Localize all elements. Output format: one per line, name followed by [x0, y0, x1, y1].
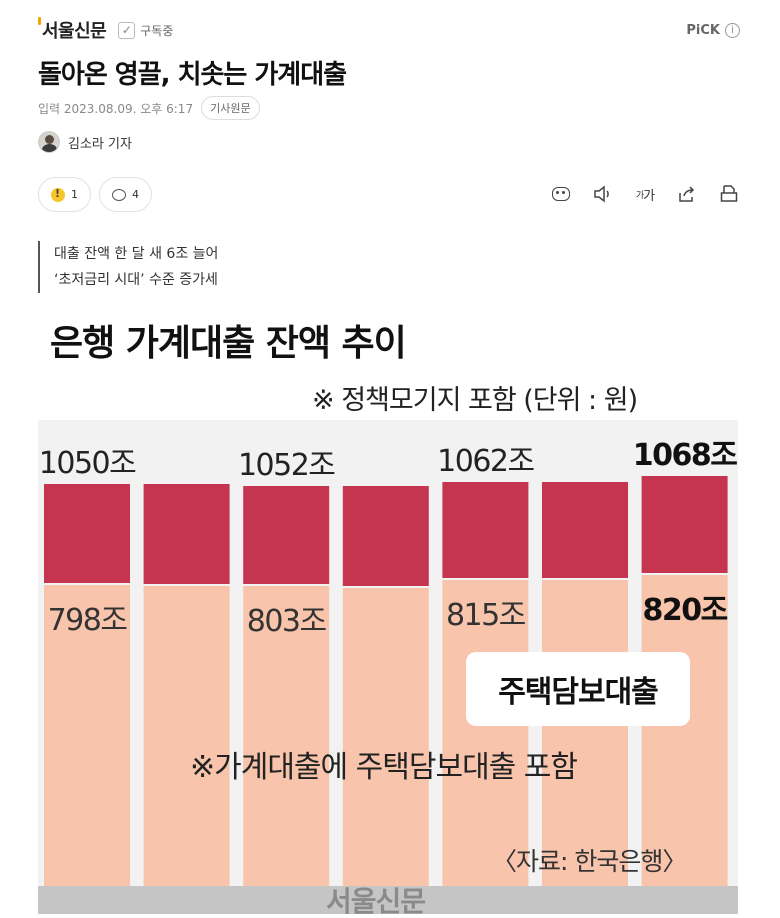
reaction-bar: 1 4	[38, 177, 152, 212]
share-button[interactable]	[676, 183, 698, 205]
comment-icon	[112, 188, 126, 201]
print-button[interactable]	[718, 183, 740, 205]
reporter-avatar	[38, 131, 60, 153]
summary-bot-button[interactable]	[550, 183, 572, 205]
total-loan-bar-3	[243, 486, 330, 584]
mortgage-bar-2	[143, 586, 230, 914]
bottom-strip	[38, 886, 738, 914]
press-logo[interactable]: 서울신문	[38, 17, 107, 43]
mortgage-value-label: 820조	[642, 593, 728, 628]
summary-line-2: ‘초저금리 시대’ 수준 증가세	[54, 272, 218, 288]
read-aloud-button[interactable]	[592, 183, 614, 205]
mortgage-bar-1	[44, 585, 130, 914]
total-loan-bar-7	[641, 476, 728, 573]
total-loan-bar-1	[44, 484, 130, 583]
print-icon	[720, 185, 738, 202]
pick-label: PiCK	[686, 22, 720, 38]
mortgage-bar-5	[442, 580, 529, 914]
mortgage-bar-6	[542, 580, 628, 914]
mortgage-bar-3	[243, 586, 330, 914]
total-value-label: 1068조	[632, 438, 738, 473]
mortgage-value-label: 798조	[47, 603, 128, 638]
chart-note: ※ 정책모기지 포함 (단위 : 원)	[312, 385, 638, 416]
reporter-info[interactable]: 김소라 기자	[38, 131, 132, 153]
like-count: 1	[71, 188, 78, 201]
check-icon: ✓	[118, 21, 136, 39]
mortgage-value-label: 815조	[445, 598, 526, 633]
speaker-icon	[594, 185, 609, 203]
total-loan-bar-2	[143, 484, 230, 584]
pick-badge[interactable]: PiCK i	[686, 22, 740, 38]
legend-mortgage: 주택담보대출	[466, 652, 690, 726]
share-icon	[679, 186, 695, 202]
chart-source: 〈자료: 한국은행〉	[492, 847, 687, 876]
mortgage-bar-4	[342, 588, 429, 914]
total-loan-bar-5	[442, 482, 529, 578]
article-date: 입력 2023.08.09. 오후 6:17	[38, 101, 194, 116]
total-value-label: 1062조	[437, 444, 535, 479]
loan-chart: 은행 가계대출 잔액 추이 ※ 정책모기지 포함 (단위 : 원) 1050조 7…	[38, 302, 738, 914]
press-header: 서울신문 ✓ 구독중 PiCK i	[38, 16, 740, 44]
article-title: 돌아온 영끌, 치솟는 가계대출	[38, 60, 347, 90]
chart-bars	[44, 476, 728, 914]
font-size-large: 가	[643, 188, 655, 204]
comment-button[interactable]: 4	[99, 177, 152, 212]
total-value-label: 1052조	[237, 448, 336, 483]
total-value-label: 1050조	[38, 446, 137, 481]
dateline: 입력 2023.08.09. 오후 6:17 기사원문	[38, 96, 260, 120]
article-summary: 대출 잔액 한 달 새 6조 늘어 ‘초저금리 시대’ 수준 증가세	[38, 241, 218, 293]
reporter-name[interactable]: 김소라 기자	[68, 136, 132, 152]
font-size-small: 가	[635, 190, 644, 201]
robot-icon	[552, 187, 570, 201]
mortgage-value-label: 803조	[246, 604, 327, 639]
info-icon[interactable]: i	[725, 22, 740, 38]
lightbulb-icon	[51, 187, 65, 202]
summary-line-1: 대출 잔액 한 달 새 6조 늘어	[54, 246, 219, 262]
subscribe-label: 구독중	[140, 23, 174, 38]
comment-count: 4	[132, 188, 139, 201]
original-article-button[interactable]: 기사원문	[201, 96, 260, 120]
like-button[interactable]: 1	[38, 177, 91, 212]
total-loan-bar-6	[542, 482, 628, 578]
watermark-logo: 서울신문	[326, 885, 426, 914]
subscribe-button[interactable]: ✓ 구독중	[118, 21, 174, 39]
mortgage-bar-7	[641, 575, 728, 914]
chart-footnote: ※가계대출에 주택담보대출 포함	[190, 750, 578, 785]
total-loan-bar-4	[342, 486, 429, 586]
chart-title: 은행 가계대출 잔액 추이	[50, 323, 407, 364]
